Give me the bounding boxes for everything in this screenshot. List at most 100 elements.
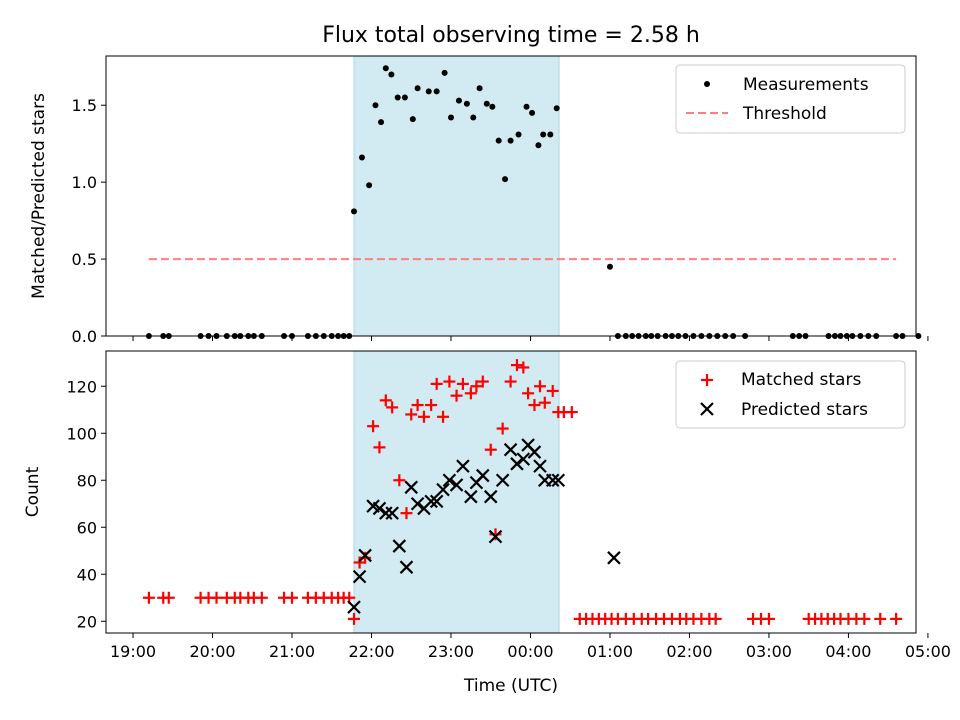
matched-star-point xyxy=(496,422,509,435)
measurement-point xyxy=(540,131,547,138)
measurement-point xyxy=(515,131,522,138)
predicted-star-point xyxy=(449,478,464,492)
matched-star-point xyxy=(517,361,530,374)
predicted-star-point xyxy=(410,496,425,511)
predicted-star-point xyxy=(392,539,407,553)
x-tick-label: 02:00 xyxy=(666,642,712,661)
matched-star-point xyxy=(373,441,386,454)
y-tick-label: 100 xyxy=(66,424,97,443)
matched-star-point xyxy=(430,377,443,390)
x-tick-label: 21:00 xyxy=(269,642,315,661)
matched-star-point xyxy=(393,474,406,487)
matched-star-point xyxy=(538,396,551,409)
ratio-legend-box xyxy=(675,64,906,134)
matched-star-point xyxy=(522,387,535,400)
matched-star-point xyxy=(367,420,380,433)
matched-star-point xyxy=(443,375,456,388)
predicted-star-point xyxy=(527,445,542,459)
x-tick-label: 20:00 xyxy=(189,642,235,661)
predicted-star-point xyxy=(436,482,450,497)
x-tick-label: 04:00 xyxy=(825,642,871,661)
predicted-star-point xyxy=(358,548,372,563)
legend-predicted-label: Predicted stars xyxy=(741,400,868,420)
ratio-shaded-span xyxy=(353,55,560,337)
measurement-point xyxy=(366,182,373,189)
measurement-point xyxy=(523,103,530,110)
counts-y-label: Count xyxy=(23,466,43,517)
predicted-star-point xyxy=(551,473,566,488)
counts-legend: Matched stars Predicted stars xyxy=(675,360,906,429)
matched-star-point xyxy=(210,591,223,604)
measurement-point xyxy=(401,94,408,101)
measurement-point xyxy=(409,116,416,123)
matched-star-point xyxy=(565,406,578,419)
predicted-star-point xyxy=(545,473,560,488)
matched-star-point xyxy=(386,401,399,414)
matched-star-point xyxy=(379,394,392,407)
x-tick-label: 00:00 xyxy=(507,642,553,661)
matched-star-point xyxy=(348,612,361,625)
matched-star-point xyxy=(476,375,489,388)
counts-legend-box xyxy=(675,360,906,429)
x-tick-label: 05:00 xyxy=(905,642,951,661)
counts-panel: 20 40 60 80 100 120 19:00 20:00 21:00 22:00 23:00… xyxy=(23,350,951,696)
predicted-star-point xyxy=(385,506,399,520)
counts-axes-frame xyxy=(105,350,917,634)
matched-star-point xyxy=(142,591,155,604)
matched-star-point xyxy=(762,612,775,625)
legend-matched-label: Matched stars xyxy=(741,370,861,390)
measurement-point xyxy=(425,88,432,95)
predicted-star-point xyxy=(347,600,361,614)
matched-star-point xyxy=(546,384,559,397)
x-axis-label: Time (UTC) xyxy=(463,676,558,696)
matched-star-point xyxy=(534,380,547,393)
predicted-star-point xyxy=(495,473,510,488)
predicted-star-point xyxy=(607,551,621,565)
predicted-star-point xyxy=(442,473,457,488)
measurement-point xyxy=(455,97,462,104)
y-tick-label: 80 xyxy=(77,471,97,490)
predicted-star-point xyxy=(483,489,498,504)
measurement-point xyxy=(476,85,483,92)
predicted-star-point xyxy=(476,468,490,483)
matched-star-point xyxy=(890,612,903,625)
measurement-point xyxy=(351,208,358,215)
predicted-star-point xyxy=(372,501,387,516)
legend-threshold-label: Threshold xyxy=(742,104,827,124)
matched-star-point xyxy=(858,612,871,625)
ratio-x-ticks xyxy=(132,336,929,341)
matched-star-point xyxy=(464,387,477,400)
measurement-point xyxy=(382,65,389,72)
y-tick-label: 0.0 xyxy=(72,327,97,346)
measurement-point xyxy=(388,71,395,78)
matched-star-point xyxy=(470,380,483,393)
matched-star-point xyxy=(417,410,430,423)
matched-star-point xyxy=(359,551,372,564)
matched-star-point xyxy=(411,399,424,412)
measurement-point xyxy=(553,105,560,112)
chart-title: Flux total observing time = 2.58 h xyxy=(322,23,700,48)
ratio-legend: Measurements Threshold xyxy=(675,64,906,134)
measurement-point xyxy=(483,100,490,107)
predicted-star-point xyxy=(399,560,414,574)
measurement-point xyxy=(358,154,365,161)
measurement-point xyxy=(433,88,440,95)
measurement-point xyxy=(495,137,502,144)
predicted-star-point xyxy=(533,459,547,473)
measurement-point xyxy=(606,263,613,270)
matched-star-point xyxy=(255,591,268,604)
ratio-panel: 0.0 0.5 1.0 1.5 Matched/Predicted stars Mea… xyxy=(29,55,929,346)
measurement-point xyxy=(529,109,536,116)
matched-star-point xyxy=(456,377,469,390)
x-tick-label: 19:00 xyxy=(110,642,156,661)
predicted-star-point xyxy=(429,494,444,509)
ratio-axes-frame xyxy=(105,55,917,337)
measurement-point xyxy=(372,102,379,109)
measurement-point xyxy=(547,131,554,138)
y-tick-label: 60 xyxy=(77,518,97,537)
predicted-star-point xyxy=(352,569,367,584)
y-tick-label: 120 xyxy=(66,377,97,396)
measurement-point xyxy=(489,103,496,110)
matched-star-point xyxy=(504,375,517,388)
